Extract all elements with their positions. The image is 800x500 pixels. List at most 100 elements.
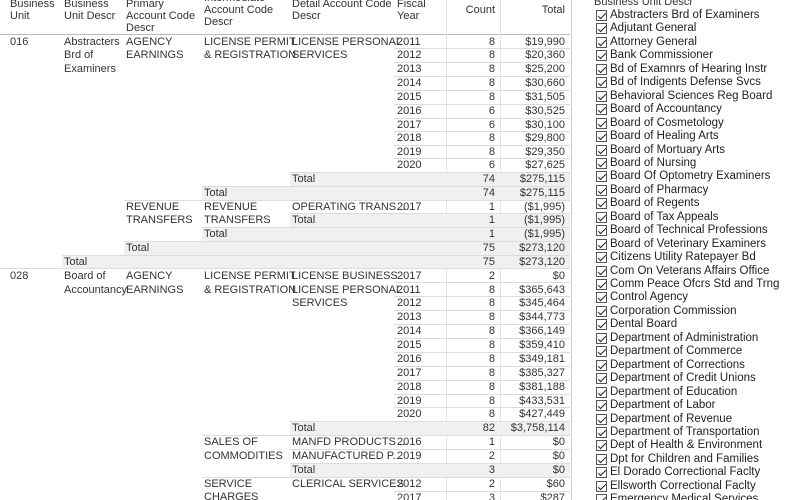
filter-item[interactable]: Dental Board	[596, 318, 677, 331]
filter-checkbox[interactable]	[596, 467, 607, 479]
filter-item[interactable]: Board of Mortuary Arts	[596, 144, 725, 157]
filter-checkbox[interactable]	[596, 144, 607, 156]
filter-checkbox[interactable]	[596, 90, 607, 102]
cell-total: $0	[552, 436, 565, 448]
filter-item[interactable]: Board of Tax Appeals	[596, 211, 718, 224]
filter-item[interactable]: Bank Commissioner	[596, 49, 713, 62]
header-intermediate-account[interactable]: Intermediate Account Code Descr	[204, 0, 274, 28]
filter-item[interactable]: Bd of Indigents Defense Svcs	[596, 76, 761, 89]
filter-checkbox[interactable]	[596, 494, 607, 500]
filter-checkbox[interactable]	[596, 346, 607, 358]
header-total[interactable]: Total	[541, 4, 565, 16]
filter-item[interactable]: Board of Nursing	[596, 157, 696, 170]
filter-checkbox[interactable]	[596, 359, 607, 371]
filter-item-label: Com On Veterans Affairs Office	[610, 264, 770, 277]
filter-checkbox[interactable]	[596, 211, 607, 223]
filter-item-label: Board of Regents	[610, 197, 700, 210]
filter-item[interactable]: Department of Commerce	[596, 345, 742, 358]
cell-count: 3	[488, 464, 495, 476]
cell-total: $29,350	[525, 146, 565, 158]
header-business-unit-descr[interactable]: Business Unit Descr	[64, 0, 116, 22]
filter-checkbox[interactable]	[596, 265, 607, 277]
filter-item[interactable]: Citizens Utility Ratepayer Bd	[596, 251, 756, 264]
filter-checkbox[interactable]	[596, 10, 607, 21]
filter-item[interactable]: Ellsworth Correctional Faclty	[596, 480, 756, 493]
filter-checkbox[interactable]	[596, 319, 607, 331]
cell-total: $25,200	[525, 63, 565, 75]
filter-item[interactable]: Board of Accountancy	[596, 103, 722, 116]
header-detail-account[interactable]: Detail Account Code Descr	[292, 0, 392, 22]
row-divider	[394, 145, 570, 146]
filter-item[interactable]: Comm Peace Ofcrs Std and Trng	[596, 278, 779, 291]
filter-item-label: Board of Accountancy	[610, 103, 722, 116]
filter-item[interactable]: Board of Regents	[596, 197, 700, 210]
filter-item[interactable]: Attorney General	[596, 36, 697, 49]
filter-item[interactable]: Abstracters Brd of Examiners	[596, 9, 760, 22]
filter-checkbox[interactable]	[596, 279, 607, 290]
filter-item[interactable]: Bd of Examnrs of Hearing Instr	[596, 63, 767, 76]
filter-checkbox[interactable]	[596, 184, 607, 196]
filter-item[interactable]: Board Of Optometry Examiners	[596, 170, 770, 183]
row-divider	[394, 131, 570, 132]
filter-checkbox[interactable]	[596, 23, 607, 35]
filter-checkbox[interactable]	[596, 440, 607, 452]
filter-item[interactable]: Control Agency	[596, 291, 688, 304]
filter-checkbox[interactable]	[596, 238, 607, 250]
filter-checkbox[interactable]	[596, 426, 607, 438]
filter-checkbox[interactable]	[596, 413, 607, 425]
filter-item[interactable]: Board of Cosmetology	[596, 117, 724, 130]
filter-item[interactable]: Department of Credit Unions	[596, 372, 756, 385]
cell-business-unit-descr: Examiners	[64, 63, 116, 75]
filter-checkbox[interactable]	[596, 305, 607, 317]
filter-checkbox[interactable]	[596, 63, 607, 75]
filter-item[interactable]: Department of Revenue	[596, 413, 732, 426]
filter-item[interactable]: Adjutant General	[596, 22, 696, 35]
filter-checkbox[interactable]	[596, 480, 607, 492]
filter-item[interactable]: Board of Veterinary Examiners	[596, 238, 766, 251]
filter-checkbox[interactable]	[596, 77, 607, 89]
filter-checkbox[interactable]	[596, 453, 607, 465]
cell-total: $345,464	[519, 297, 565, 309]
header-fiscal-year[interactable]: Fiscal Year	[397, 0, 426, 22]
header-count[interactable]: Count	[465, 4, 495, 16]
filter-item-label: Board of Cosmetology	[610, 116, 724, 129]
filter-item[interactable]: Department of Labor	[596, 399, 715, 412]
filter-checkbox[interactable]	[596, 36, 607, 48]
filter-checkbox[interactable]	[596, 104, 607, 116]
cell-total: $27,625	[525, 159, 565, 171]
filter-item[interactable]: Board of Pharmacy	[596, 184, 708, 197]
cell-fiscal-year: 2015	[397, 91, 422, 103]
filter-item[interactable]: Behavioral Sciences Reg Board	[596, 90, 772, 103]
filter-item-label: Comm Peace Ofcrs Std and Trng	[610, 278, 780, 290]
filter-item[interactable]: Dpt for Children and Families	[596, 453, 759, 466]
filter-checkbox[interactable]	[596, 292, 607, 304]
header-primary-account[interactable]: Primary Account Code Descr	[126, 0, 196, 34]
filter-checkbox[interactable]	[596, 252, 607, 264]
filter-item[interactable]: Dept of Health & Environment	[596, 439, 762, 452]
filter-checkbox[interactable]	[596, 198, 607, 210]
filter-item[interactable]: Department of Corrections	[596, 359, 745, 372]
cell-count: 8	[488, 132, 495, 144]
filter-item[interactable]: Corporation Commission	[596, 305, 737, 318]
filter-item[interactable]: Emergency Medical Services	[596, 493, 758, 500]
filter-item[interactable]: Com On Veterans Affairs Office	[596, 265, 769, 278]
filter-checkbox[interactable]	[596, 386, 607, 398]
filter-checkbox[interactable]	[596, 117, 607, 129]
filter-item[interactable]: Board of Healing Arts	[596, 130, 719, 143]
filter-item[interactable]: El Dorado Correctional Faclty	[596, 466, 760, 479]
filter-item[interactable]: Department of Transportation	[596, 426, 760, 439]
filter-checkbox[interactable]	[596, 50, 607, 62]
filter-item-label: Department of Transportation	[610, 425, 760, 438]
filter-checkbox[interactable]	[596, 171, 607, 183]
filter-checkbox[interactable]	[596, 400, 607, 411]
cell-count: 2	[488, 450, 495, 462]
filter-item[interactable]: Department of Education	[596, 386, 737, 399]
filter-checkbox[interactable]	[596, 131, 607, 143]
filter-checkbox[interactable]	[596, 373, 607, 385]
filter-checkbox[interactable]	[596, 225, 607, 237]
filter-item[interactable]: Board of Technical Professions	[596, 224, 768, 237]
filter-checkbox[interactable]	[596, 332, 607, 344]
filter-checkbox[interactable]	[596, 157, 607, 169]
header-business-unit[interactable]: Business Unit	[10, 0, 55, 22]
filter-item[interactable]: Department of Administration	[596, 332, 758, 345]
